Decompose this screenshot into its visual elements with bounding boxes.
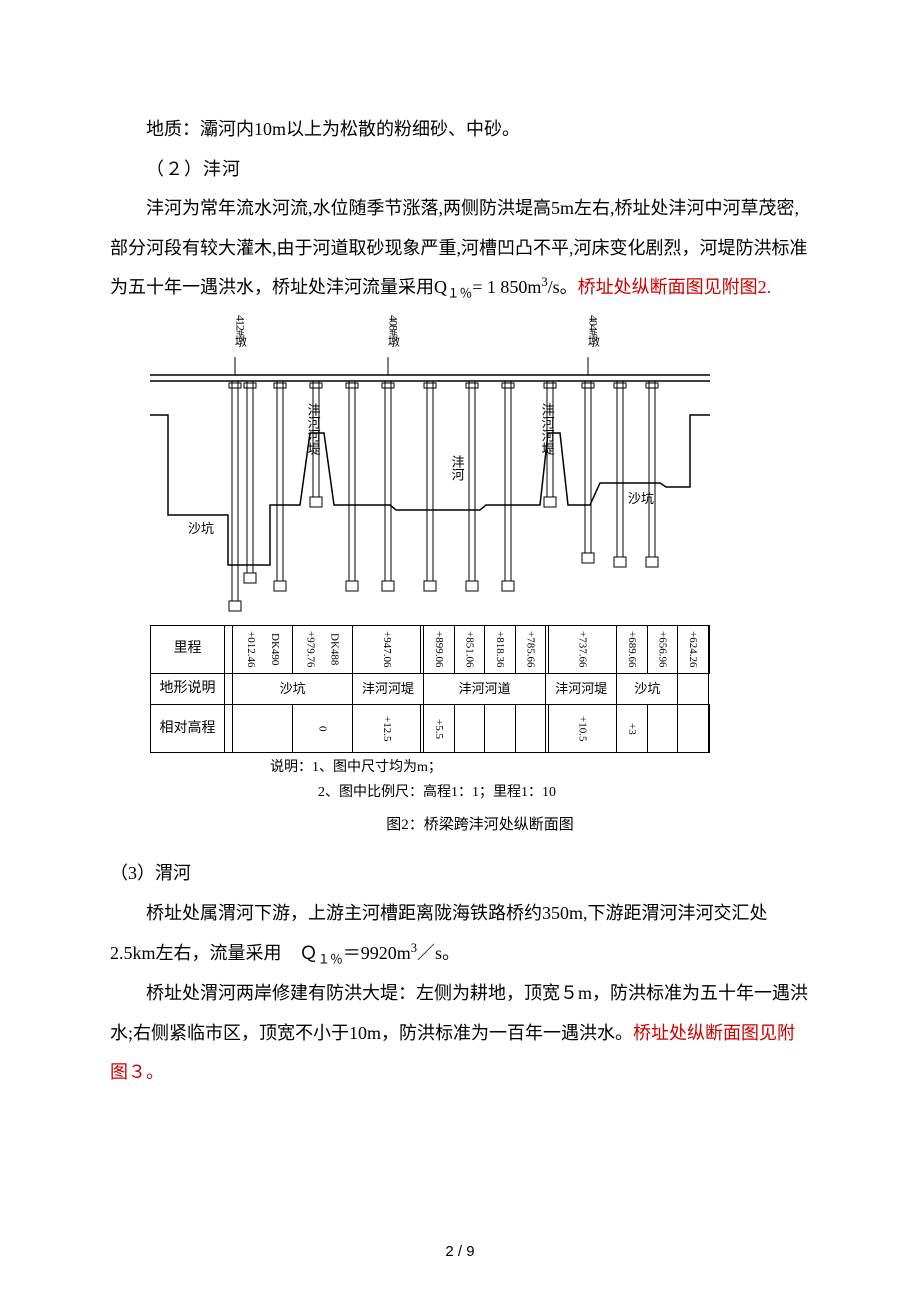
terrain-label: 沣河 bbox=[442, 455, 471, 481]
caption-title: 图2：桥梁跨沣河处纵断面图 bbox=[150, 809, 810, 842]
elev-cell bbox=[708, 705, 709, 753]
elev-cell bbox=[233, 705, 293, 753]
elev-cell bbox=[454, 705, 484, 753]
terrain-cell: 沣河河堤 bbox=[352, 673, 423, 705]
terrain-cell: 沙坑 bbox=[617, 673, 678, 705]
mileage-cell bbox=[708, 625, 709, 673]
mileage-cell: DK490 +012.46 bbox=[233, 625, 293, 673]
para-river3a: 桥址处属渭河下游，上游主河槽距离陇海铁路桥约350m,下游距渭河沣河交汇处2.5… bbox=[110, 894, 810, 974]
para-geology: 地质：灞河内10m以上为松散的粉细砂、中砂。 bbox=[110, 110, 810, 150]
p3-b: ＝9920m bbox=[343, 943, 411, 963]
mileage-cell: +656.96 bbox=[647, 625, 677, 673]
elev-cell bbox=[485, 705, 515, 753]
mileage-cell: DK488 +979.76 bbox=[293, 625, 353, 673]
cross-section-diagram: 412#墩408#墩404#墩沣河河堤沣河沣河河堤沙坑沙坑 bbox=[150, 315, 710, 625]
elev-cell: +3 bbox=[617, 705, 647, 753]
terrain-cell: 沙坑 bbox=[233, 673, 352, 705]
mileage-cell: +818.36 bbox=[485, 625, 515, 673]
terrain-cell bbox=[225, 673, 233, 705]
terrain-label: 沣河河堤 bbox=[298, 403, 327, 455]
row-label: 里程 bbox=[151, 625, 225, 673]
pier-label: 412#墩 bbox=[227, 315, 253, 346]
page-number: 2 / 9 bbox=[0, 1243, 920, 1260]
terrain-label: 沙坑 bbox=[188, 515, 214, 544]
pier-label: 408#墩 bbox=[380, 315, 406, 346]
terrain-cell bbox=[678, 673, 708, 705]
mileage-cell: +947.06 bbox=[352, 625, 421, 673]
elev-cell bbox=[647, 705, 677, 753]
p2-sub: １％ bbox=[447, 287, 472, 301]
elev-cell: +5.5 bbox=[424, 705, 454, 753]
terrain-label: 沙坑 bbox=[628, 485, 654, 514]
section-table: 里程DK490 +012.46DK488 +979.76+947.06+899.… bbox=[150, 625, 710, 754]
heading-river3: （3）渭河 bbox=[110, 854, 810, 894]
mileage-cell: +689.66 bbox=[617, 625, 647, 673]
terrain-cell: 沣河河堤 bbox=[546, 673, 617, 705]
caption-note2: 2、图中比例尺：高程1：1；里程1：10 bbox=[150, 782, 810, 803]
p3-sub: １％ bbox=[318, 952, 343, 966]
mileage-cell: +899.06 bbox=[424, 625, 454, 673]
terrain-cell: 沣河河道 bbox=[424, 673, 546, 705]
elev-cell bbox=[225, 705, 233, 753]
mileage-cell: +624.26 bbox=[678, 625, 708, 673]
mileage-cell: +785.66 bbox=[515, 625, 545, 673]
para-river2: 沣河为常年流水河流,水位随季节涨落,两侧防洪堤高5m左右,桥址处沣河中河草茂密,… bbox=[110, 189, 810, 308]
elev-cell bbox=[678, 705, 708, 753]
heading-river2: （２）沣河 bbox=[110, 150, 810, 190]
p3-c: ／s。 bbox=[417, 943, 460, 963]
pier-label: 404#墩 bbox=[580, 315, 606, 346]
caption-note1: 说明：1、图中尺寸均为m； bbox=[150, 757, 810, 778]
para-river3b: 桥址处渭河两岸修建有防洪大堤：左侧为耕地，顶宽５m，防洪标准为五十年一遇洪水;右… bbox=[110, 974, 810, 1093]
p2-c: /s。 bbox=[548, 277, 578, 297]
diagram-svg bbox=[150, 315, 710, 625]
elev-cell bbox=[515, 705, 545, 753]
mileage-cell bbox=[225, 625, 233, 673]
row-label: 地形说明 bbox=[151, 673, 225, 705]
elev-cell: +10.5 bbox=[548, 705, 617, 753]
elev-cell: 0 bbox=[293, 705, 353, 753]
mileage-cell: +851.06 bbox=[454, 625, 484, 673]
row-label: 相对高程 bbox=[151, 705, 225, 753]
terrain-label: 沣河河堤 bbox=[532, 403, 561, 455]
p2-b: = 1 850m bbox=[472, 277, 541, 297]
p2-red: 桥址处纵断面图见附图2. bbox=[578, 277, 772, 297]
mileage-cell: +737.66 bbox=[548, 625, 617, 673]
elev-cell: +12.5 bbox=[352, 705, 421, 753]
